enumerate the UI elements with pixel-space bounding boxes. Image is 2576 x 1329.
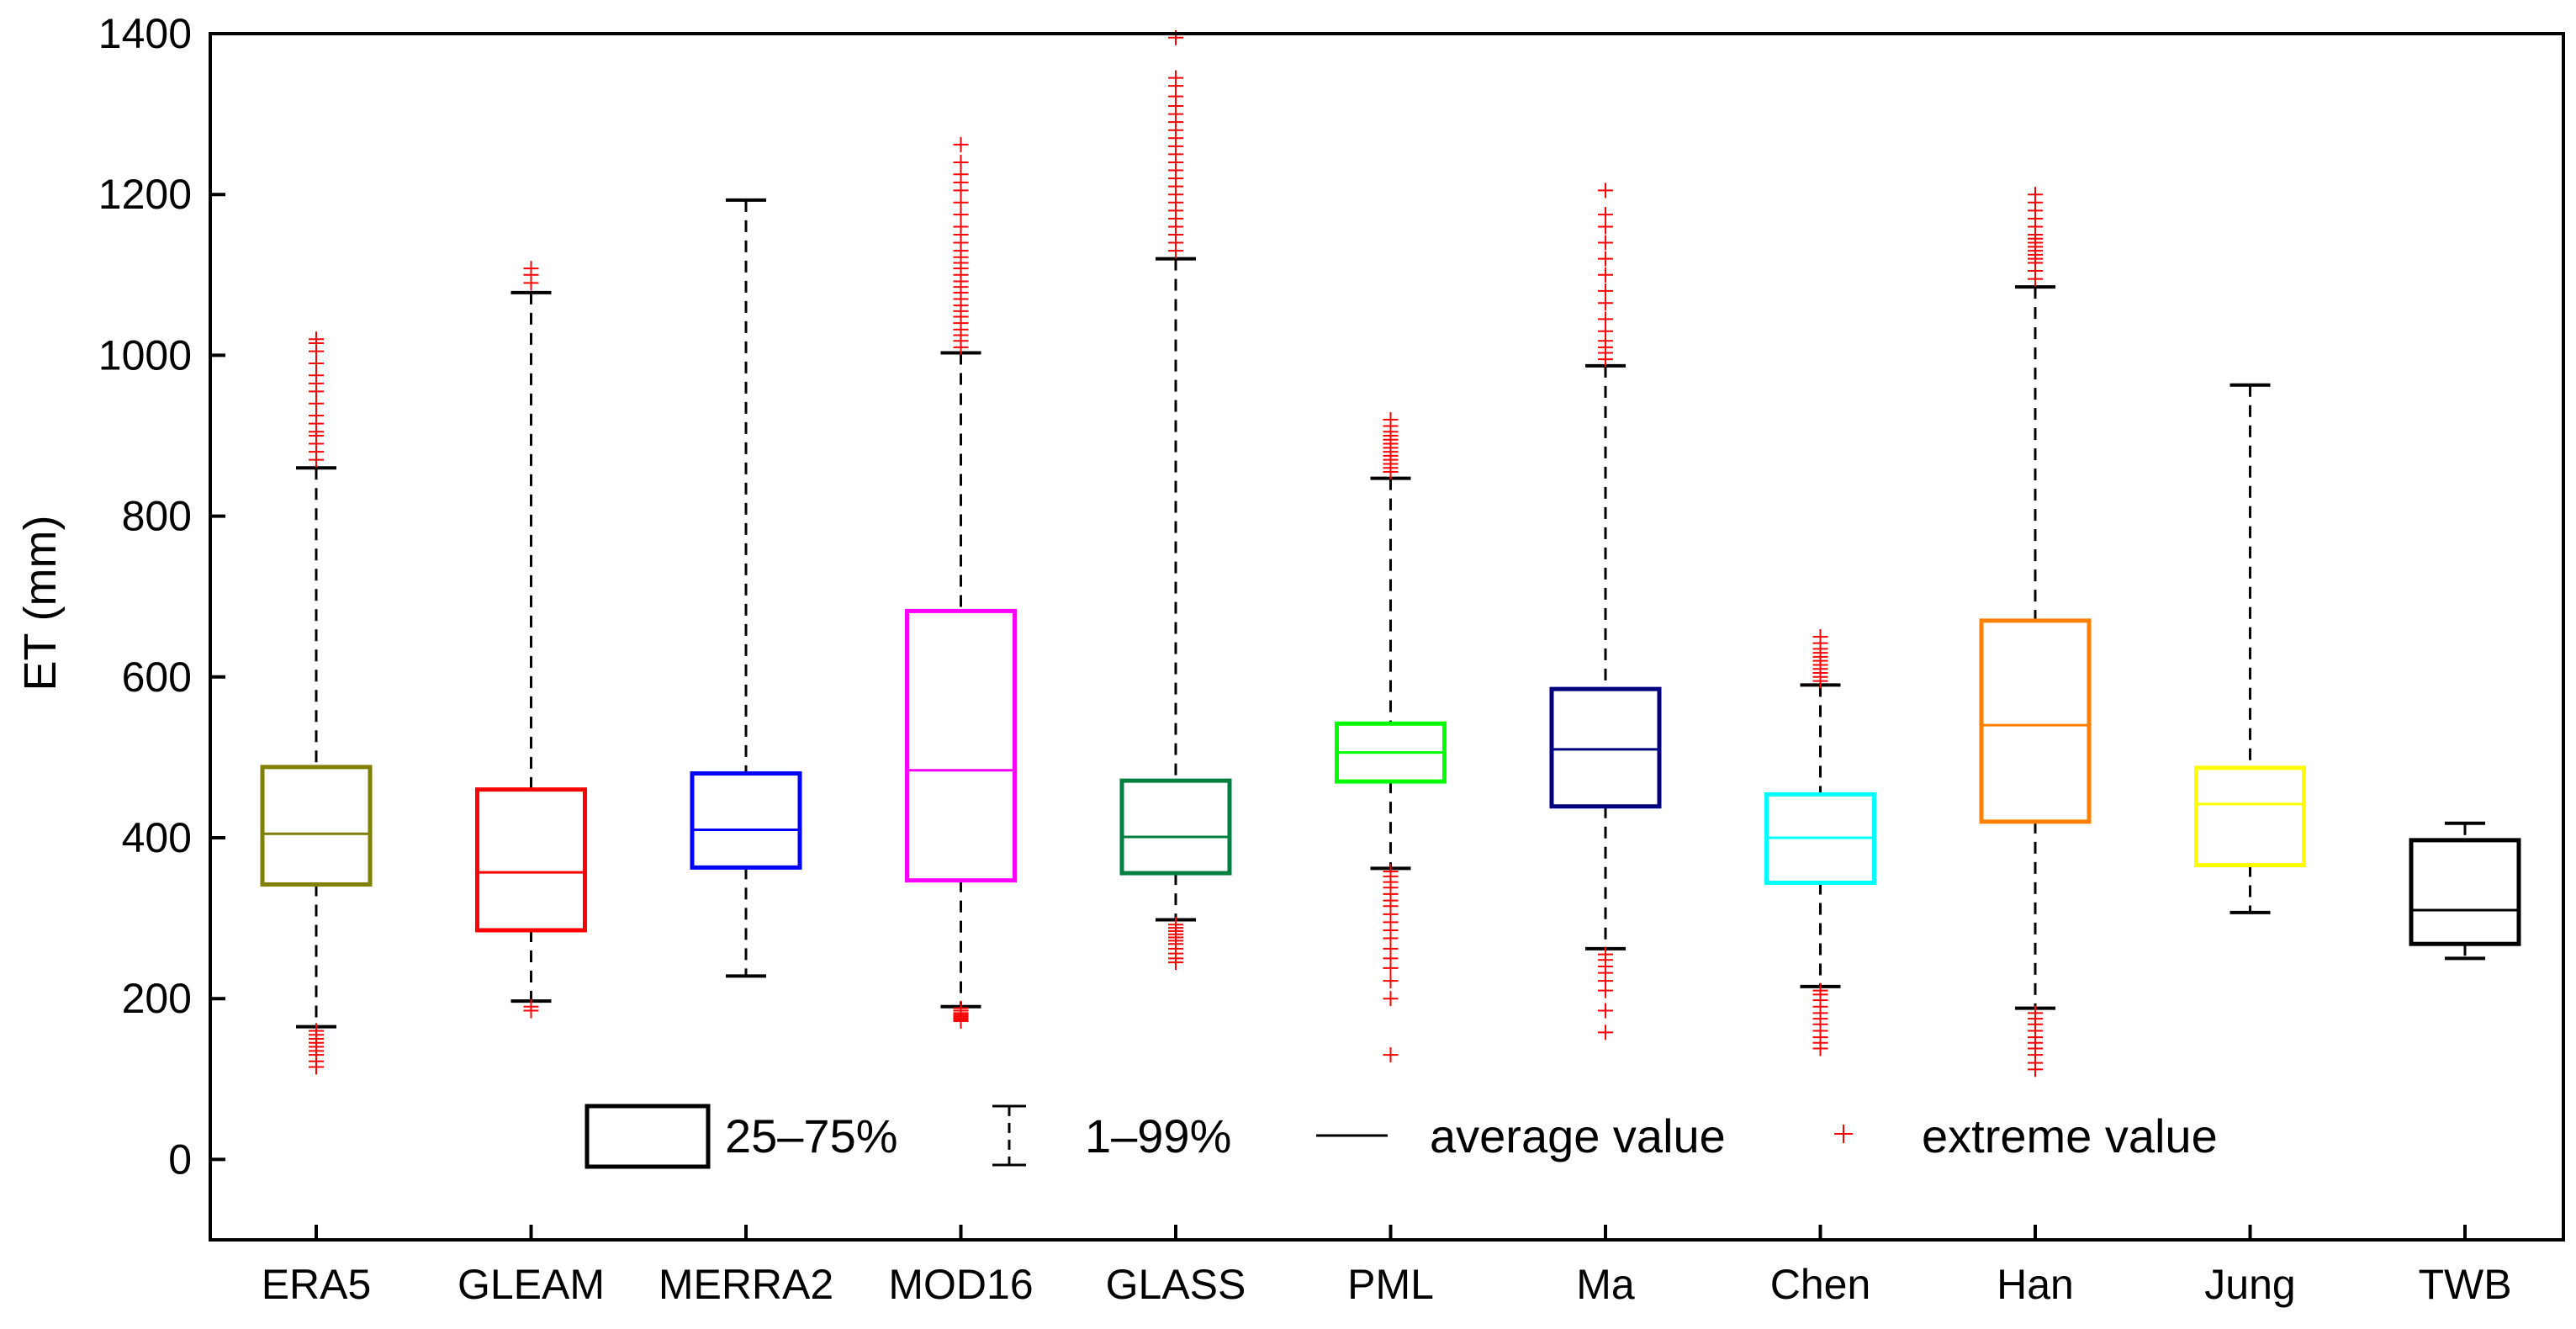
box-gleam — [475, 290, 587, 1003]
box-pml — [1335, 476, 1447, 871]
iqr-box — [475, 787, 587, 933]
extreme-value-point — [1598, 235, 1613, 251]
extreme-value-point — [1598, 1003, 1613, 1019]
extreme-value-point — [1598, 283, 1613, 299]
box-han — [1979, 285, 2092, 1010]
y-tick-label: 1400 — [98, 10, 192, 57]
iqr-box — [905, 608, 1017, 883]
y-tick-label: 1000 — [98, 331, 192, 379]
extreme-value-point — [1598, 267, 1613, 283]
box-chen — [1764, 683, 1876, 988]
legend: 25–75% 1–99% average value extreme value — [584, 1104, 2218, 1169]
extreme-value-point — [1598, 207, 1613, 223]
legend-label: 1–99% — [1085, 1109, 1231, 1162]
box-glass — [1119, 257, 1232, 922]
legend-entry-whisker: 1–99% — [992, 1104, 1231, 1167]
box-ma — [1549, 363, 1662, 950]
legend-label: extreme value — [1922, 1109, 2218, 1162]
x-tick-label: ERA5 — [262, 1261, 372, 1308]
extreme-value-point — [1598, 251, 1613, 267]
iqr-box — [260, 765, 373, 887]
legend-box-symbol — [584, 1104, 711, 1169]
y-tick-label: 800 — [122, 493, 192, 540]
legend-entry-box: 25–75% — [584, 1104, 898, 1169]
extreme-value-point — [2028, 1062, 2043, 1077]
x-tick-label: MOD16 — [888, 1261, 1033, 1308]
extreme-value-point — [1812, 629, 1828, 644]
box-era5 — [260, 466, 373, 1029]
extreme-value-point — [953, 154, 969, 170]
extreme-value-point — [2028, 187, 2043, 203]
extreme-value-point — [1383, 991, 1399, 1007]
extreme-value-point — [1383, 960, 1399, 976]
legend-label: 25–75% — [725, 1109, 898, 1162]
x-tick-label: MERRA2 — [659, 1261, 833, 1308]
iqr-box — [1119, 778, 1232, 876]
legend-entry-extreme: extreme value — [1834, 1109, 2218, 1162]
iqr-box — [1979, 618, 2092, 824]
x-tick-label: GLEAM — [458, 1261, 605, 1308]
x-tick-label: Han — [1997, 1261, 2074, 1308]
extreme-value-point — [309, 331, 324, 347]
x-axis: ERA5 GLEAM MERRA2 MOD16 GLASS PML Ma Chen Han Jun… — [262, 1225, 2512, 1308]
extreme-value-point — [1383, 411, 1399, 427]
boxes-layer — [260, 198, 2521, 1029]
y-tick-label: 400 — [122, 814, 192, 861]
iqr-box — [2409, 838, 2521, 946]
plot-frame — [209, 32, 2565, 1242]
y-axis: 0 200 400 600 800 1000 1200 1400 — [98, 10, 225, 1183]
extreme-value-point — [1598, 982, 1613, 998]
x-tick-label: Chen — [1770, 1261, 1871, 1308]
legend-entry-average: average value — [1316, 1109, 1726, 1162]
extreme-value-point — [523, 1003, 539, 1019]
y-tick-label: 600 — [122, 654, 192, 701]
y-tick-label: 1200 — [98, 171, 192, 218]
y-tick-label: 200 — [122, 975, 192, 1022]
x-tick-label: PML — [1347, 1261, 1434, 1308]
iqr-box — [1549, 686, 1662, 809]
extreme-value-point — [1812, 1040, 1828, 1056]
iqr-box — [2194, 765, 2306, 868]
x-tick-label: Ma — [1576, 1261, 1635, 1308]
extreme-value-point — [1598, 311, 1613, 327]
y-axis-title: ET (mm) — [15, 516, 66, 691]
extreme-value-point — [1598, 1025, 1613, 1040]
legend-label: average value — [1430, 1109, 1726, 1162]
box-jung — [2194, 383, 2306, 914]
extreme-value-point — [309, 1059, 324, 1075]
box-twb — [2409, 821, 2521, 961]
extreme-value-point — [1168, 955, 1183, 971]
x-tick-label: Jung — [2204, 1261, 2295, 1308]
x-tick-label: GLASS — [1106, 1261, 1246, 1308]
extreme-value-point — [1168, 70, 1183, 86]
extreme-value-point — [953, 136, 969, 152]
extreme-value-point — [1598, 183, 1613, 199]
outliers-layer — [309, 29, 2043, 1077]
y-tick-label: 0 — [168, 1136, 192, 1183]
extreme-value-point — [523, 261, 539, 277]
extreme-value-point — [1383, 973, 1399, 989]
extreme-value-point — [1383, 1047, 1399, 1063]
box-merra2 — [690, 198, 802, 978]
x-tick-label: TWB — [2418, 1261, 2511, 1308]
extreme-value-point — [953, 1013, 969, 1029]
iqr-box — [690, 771, 802, 870]
box-mod16 — [905, 351, 1017, 1009]
